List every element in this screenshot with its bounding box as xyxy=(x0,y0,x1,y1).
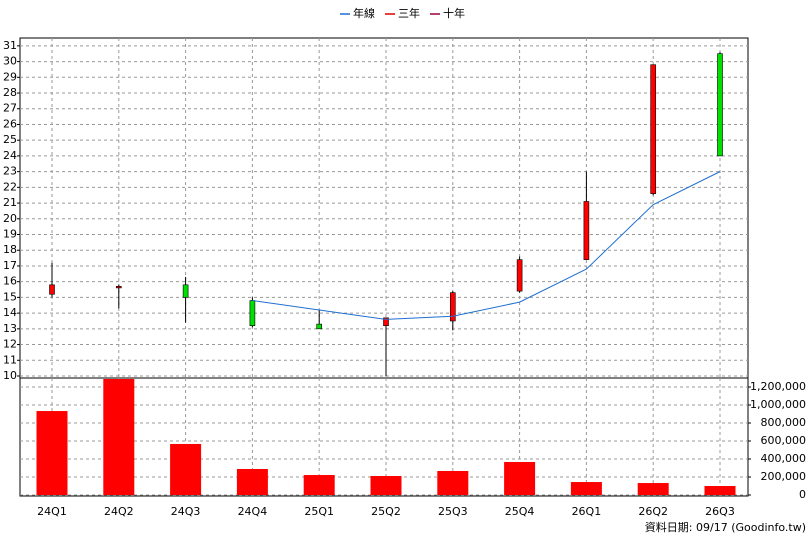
y2-tick-label: 0 xyxy=(799,488,806,501)
y-tick-label: 22 xyxy=(3,180,17,193)
x-tick-label: 25Q4 xyxy=(505,505,535,518)
x-tick-label: 24Q3 xyxy=(171,505,201,518)
candle-body xyxy=(116,286,122,289)
candle-body xyxy=(316,323,323,330)
bar xyxy=(370,476,402,495)
candle-body xyxy=(49,284,55,295)
y2-tick-label: 1,200,000 xyxy=(750,380,806,393)
y2-tick-label: 600,000 xyxy=(761,434,807,447)
y-tick-label: 21 xyxy=(3,196,17,209)
y-tick-label: 20 xyxy=(3,212,17,225)
candle-body xyxy=(583,201,590,260)
x-tick-label: 25Q3 xyxy=(438,505,468,518)
y-tick-label: 12 xyxy=(3,338,17,351)
y-tick-label: 28 xyxy=(3,86,17,99)
y-tick-label: 25 xyxy=(3,133,17,146)
y-tick-label: 26 xyxy=(3,117,17,130)
x-tick-label: 25Q2 xyxy=(371,505,401,518)
y-tick-label: 24 xyxy=(3,149,17,162)
y-tick-label: 17 xyxy=(3,259,17,272)
y-tick-label: 18 xyxy=(3,243,17,256)
y-tick-label: 13 xyxy=(3,322,17,335)
legend-label: 年線 xyxy=(353,6,375,20)
candle-body xyxy=(383,317,389,326)
y-tick-label: 23 xyxy=(3,165,17,178)
y2-tick-label: 1,000,000 xyxy=(750,398,806,411)
y-tick-label: 19 xyxy=(3,228,17,241)
x-tick-label: 24Q4 xyxy=(238,505,268,518)
y-tick-label: 14 xyxy=(3,306,17,319)
y-tick-label: 27 xyxy=(3,102,17,115)
bar xyxy=(303,475,335,495)
legend-label: 十年 xyxy=(443,6,465,20)
candle-body xyxy=(249,300,256,326)
bar xyxy=(704,486,736,495)
y-tick-label: 11 xyxy=(3,353,17,366)
line-series xyxy=(252,171,721,320)
y-tick-label: 29 xyxy=(3,70,17,83)
footer: 資料日期: 09/17 (Goodinfo.tw) xyxy=(645,520,806,534)
y-tick-label: 10 xyxy=(3,369,17,382)
x-tick-label: 26Q3 xyxy=(705,505,735,518)
y-tick-label: 16 xyxy=(3,275,17,288)
bar xyxy=(236,468,268,495)
y2-tick-label: 400,000 xyxy=(761,452,807,465)
bar xyxy=(36,411,68,495)
bar xyxy=(570,482,602,495)
x-tick-label: 25Q1 xyxy=(304,505,334,518)
bar xyxy=(170,443,202,495)
x-tick-label: 24Q2 xyxy=(104,505,134,518)
candle-body xyxy=(182,284,189,298)
x-tick-label: 26Q1 xyxy=(572,505,602,518)
bar xyxy=(437,470,469,495)
bar xyxy=(637,483,669,495)
bar xyxy=(103,378,135,495)
y-tick-label: 31 xyxy=(3,39,17,52)
bar xyxy=(504,461,536,495)
x-tick-label: 24Q1 xyxy=(37,505,67,518)
candle-body xyxy=(650,64,657,194)
y-tick-label: 30 xyxy=(3,55,17,68)
candle-body xyxy=(449,292,456,322)
legend-label: 三年 xyxy=(398,6,420,20)
y2-tick-label: 200,000 xyxy=(761,470,807,483)
candle-body xyxy=(717,53,723,157)
y2-tick-label: 800,000 xyxy=(761,416,807,429)
y-tick-label: 15 xyxy=(3,290,17,303)
plot-frame xyxy=(19,37,749,497)
candle-body xyxy=(516,259,523,292)
x-tick-label: 26Q2 xyxy=(638,505,668,518)
